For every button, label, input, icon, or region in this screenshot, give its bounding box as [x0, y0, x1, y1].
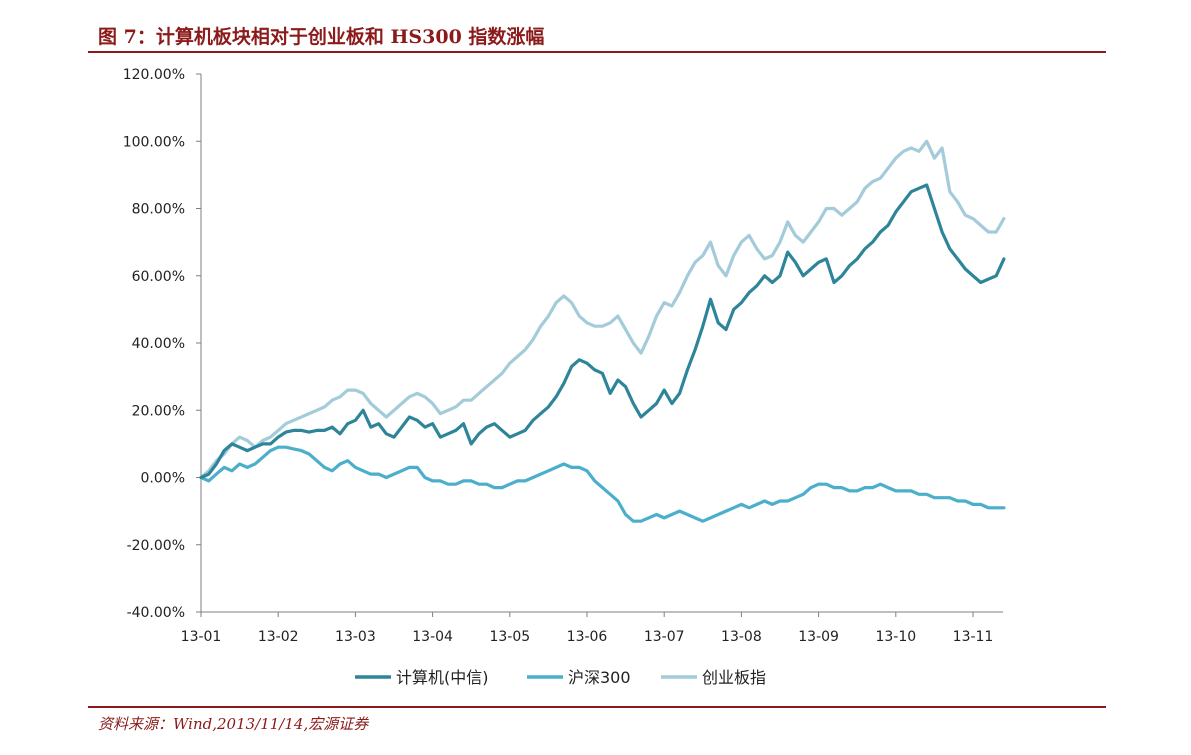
- chart-series: [199, 139, 1006, 523]
- x-tick-label: 13-08: [721, 629, 762, 645]
- series-line-1: [199, 445, 1006, 523]
- y-tick-label: 0.00%: [141, 471, 185, 487]
- chart-legend: 计算机(中信) 沪深300 创业板指: [355, 668, 766, 687]
- y-tick-label: 120.00%: [123, 67, 185, 83]
- x-tick-label: 13-05: [489, 629, 530, 645]
- y-tick-label: 100.00%: [123, 134, 185, 150]
- series-line-2: [199, 139, 1006, 480]
- y-tick-label: 60.00%: [132, 269, 185, 285]
- source-note: 资料来源：Wind,2013/11/14,宏源证券: [98, 715, 369, 733]
- x-tick-label: 13-11: [953, 629, 994, 645]
- source-rule: [88, 706, 1106, 708]
- y-tick-label: -20.00%: [127, 538, 185, 554]
- title-rule: [88, 51, 1106, 53]
- x-tick-label: 13-03: [335, 629, 376, 645]
- x-tick-label: 13-02: [258, 629, 299, 645]
- x-tick-label: 13-01: [181, 629, 222, 645]
- legend-label-2: 创业板指: [702, 668, 766, 687]
- y-tick-label: 80.00%: [132, 202, 185, 218]
- y-tick-label: 40.00%: [132, 336, 185, 352]
- legend-label-0: 计算机(中信): [396, 668, 489, 687]
- x-tick-label: 13-07: [644, 629, 685, 645]
- x-tick-label: 13-04: [412, 629, 453, 645]
- y-tick-label: -40.00%: [127, 605, 185, 621]
- y-tick-label: 20.00%: [132, 403, 185, 419]
- legend-label-1: 沪深300: [568, 668, 631, 687]
- chart-axes: 120.00% 100.00% 80.00% 60.00% 40.00% 20.00% 0.…: [123, 67, 1003, 645]
- x-tick-label: 13-10: [875, 629, 916, 645]
- series-line-0: [199, 183, 1006, 480]
- x-tick-label: 13-09: [798, 629, 839, 645]
- chart-title: 图 7：计算机板块相对于创业板和 HS300 指数涨幅: [98, 26, 545, 48]
- x-tick-label: 13-06: [567, 629, 608, 645]
